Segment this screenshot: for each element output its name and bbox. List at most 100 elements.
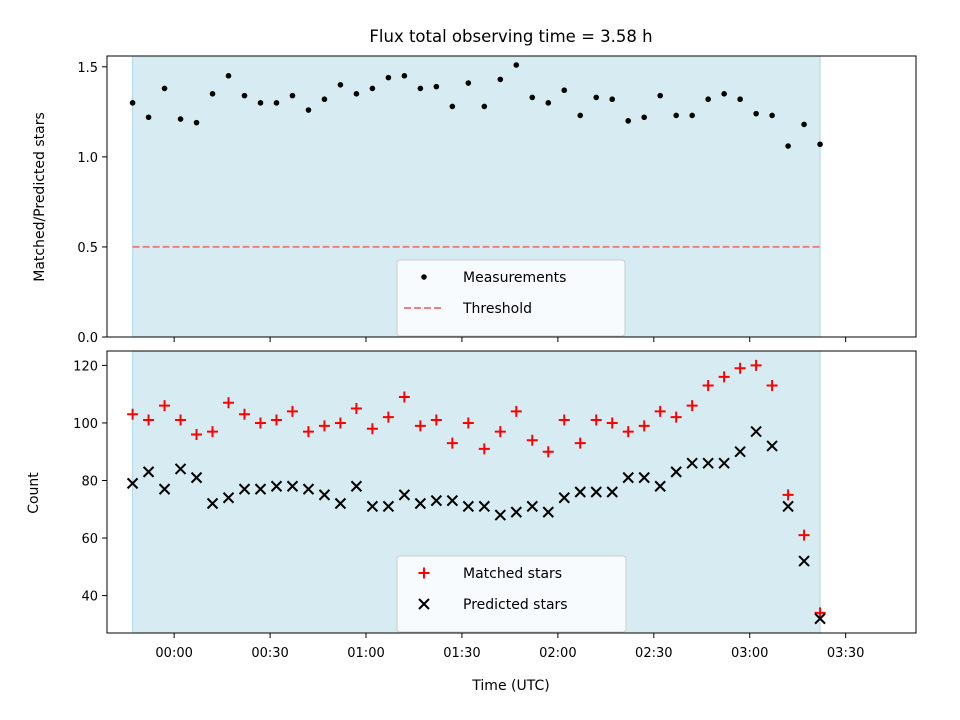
matched-star-point — [750, 359, 762, 371]
legend-label-threshold: Threshold — [462, 301, 532, 317]
matched-star-point — [286, 405, 298, 417]
data-point — [417, 85, 424, 92]
x-tick-label: 00:30 — [251, 646, 288, 661]
matched-star-point — [702, 380, 714, 392]
legend-label-matched-stars: Matched stars — [463, 566, 562, 582]
matched-star-point — [478, 443, 490, 455]
matched-star-point — [207, 426, 219, 438]
matched-star-point — [302, 426, 314, 438]
matched-star-point — [398, 391, 410, 403]
x-axis-label: Time (UTC) — [471, 678, 549, 694]
predicted-star-point — [430, 494, 443, 507]
data-point — [129, 100, 136, 106]
y-tick-label: 0.5 — [77, 241, 98, 256]
matched-star-point — [238, 408, 250, 420]
data-point — [401, 73, 408, 79]
data-point — [273, 100, 280, 106]
matched-star-point — [606, 417, 618, 429]
matched-star-point — [382, 411, 394, 423]
predicted-star-point — [734, 446, 746, 458]
data-point — [209, 91, 216, 97]
data-point — [353, 91, 360, 97]
predicted-star-point — [350, 480, 363, 492]
predicted-star-point — [654, 480, 666, 492]
predicted-star-point — [286, 480, 299, 492]
predicted-star-point — [174, 463, 187, 475]
predicted-star-point — [238, 483, 251, 495]
predicted-star-point — [270, 480, 283, 492]
data-point — [465, 80, 472, 86]
matched-star-point — [430, 414, 442, 426]
predicted-star-point — [606, 486, 618, 498]
data-point — [609, 96, 616, 103]
predicted-star-point — [366, 500, 379, 513]
predicted-star-point — [462, 500, 475, 513]
predicted-star-point — [510, 506, 523, 518]
data-point — [817, 141, 823, 148]
data-point — [529, 94, 536, 101]
predicted-star-point — [814, 612, 826, 625]
data-point — [769, 112, 775, 119]
matched-star-point — [654, 405, 666, 417]
legend-label-predicted-stars: Predicted stars — [463, 597, 568, 613]
legend-marker-matched-stars — [418, 567, 430, 579]
data-point — [513, 62, 520, 68]
data-point — [801, 121, 807, 128]
data-point — [337, 82, 344, 88]
matched-star-point — [814, 607, 826, 619]
predicted-star-point — [718, 457, 730, 469]
data-point — [241, 92, 248, 99]
predicted-star-point — [478, 500, 491, 513]
predicted-star-point — [206, 497, 219, 510]
matched-star-point — [622, 426, 634, 438]
data-point — [369, 85, 376, 92]
data-point — [321, 96, 328, 103]
legend: Measurements Threshold — [396, 259, 626, 337]
matched-star-point — [270, 414, 282, 426]
matched-star-point — [127, 408, 139, 420]
matched-star-point — [542, 446, 554, 458]
data-point — [753, 110, 759, 117]
predicted-star-point — [318, 489, 331, 501]
data-point — [433, 83, 440, 90]
matched-star-point — [526, 434, 538, 446]
data-point — [705, 96, 711, 103]
predicted-star-point — [414, 497, 427, 510]
predicted-star-point — [542, 506, 554, 518]
data-point — [673, 112, 679, 119]
data-point — [305, 107, 312, 113]
x-tick-label: 01:30 — [443, 646, 480, 661]
y-tick-label: 1.5 — [77, 61, 98, 76]
x-tick-label: 02:30 — [635, 646, 672, 661]
x-tick-label: 01:00 — [347, 646, 384, 661]
data-point — [561, 87, 568, 94]
data-point — [177, 116, 184, 122]
y-tick-label: 40 — [81, 590, 98, 605]
matched-star-point — [590, 414, 602, 426]
data-point — [385, 74, 392, 81]
data-point — [257, 100, 264, 106]
legend: Matched stars Predicted stars — [396, 555, 627, 633]
matched-star-point — [334, 417, 346, 429]
x-tick-label: 03:00 — [731, 646, 768, 661]
axes-frame — [106, 55, 917, 338]
predicted-star-point — [142, 466, 155, 478]
data-point — [625, 118, 632, 124]
predicted-star-point — [446, 494, 459, 507]
matched-star-point — [686, 400, 698, 412]
x-tick-label: 02:00 — [539, 646, 576, 661]
data-point — [577, 112, 584, 119]
data-point — [689, 112, 695, 119]
x-tick-label: 00:00 — [155, 646, 192, 661]
y-tick-label: 60 — [81, 532, 98, 547]
matched-star-point — [350, 403, 362, 415]
matched-star-point — [446, 437, 458, 449]
predicted-star-point — [398, 489, 411, 501]
predicted-star-point — [670, 466, 682, 478]
data-point — [545, 100, 552, 106]
matched-star-point — [318, 420, 330, 432]
x-tick-label: 03:30 — [827, 646, 864, 661]
y-axis-label-ratio: Matched/Predicted stars — [32, 112, 48, 282]
data-point — [161, 85, 168, 92]
